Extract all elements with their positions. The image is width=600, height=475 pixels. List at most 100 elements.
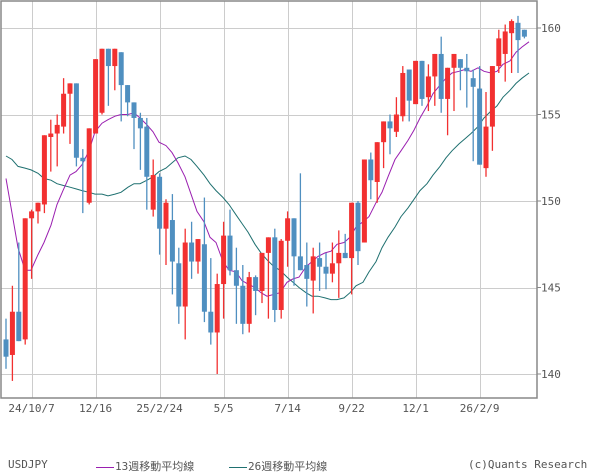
- candle-body: [105, 48, 111, 67]
- candle-down: [208, 258, 214, 345]
- candlestick-chart: 140 145 150 155 160 24/10/7 12/16 25/2/24 5/5 7/…: [0, 0, 561, 415]
- candle-body: [54, 124, 60, 134]
- candle-body: [336, 252, 342, 264]
- candle-body: [163, 202, 169, 229]
- candle-body: [9, 311, 15, 355]
- candle-body: [3, 339, 9, 357]
- candle-body: [259, 252, 265, 291]
- candle-down: [457, 59, 463, 91]
- candle-up: [221, 221, 227, 319]
- candle-down: [406, 69, 412, 122]
- candle-up: [489, 66, 495, 151]
- candle-body: [400, 72, 406, 117]
- candle-down: [323, 252, 329, 290]
- candle-body: [48, 133, 54, 137]
- candle-body: [496, 38, 502, 67]
- copyright: (c)Quants Research: [468, 458, 588, 471]
- y-tick-label: 140: [541, 368, 561, 381]
- candle-down: [240, 265, 246, 335]
- y-tick-label: 150: [541, 195, 561, 208]
- candle-down: [521, 29, 527, 39]
- candle-up: [310, 247, 316, 314]
- candle-body: [61, 93, 67, 127]
- y-tick-label: 155: [541, 109, 561, 122]
- candle-up: [329, 242, 335, 283]
- candle-down: [16, 242, 22, 342]
- candle-body: [355, 202, 361, 252]
- candle-body: [246, 277, 252, 324]
- candle-up: [381, 121, 387, 169]
- candle-down: [3, 318, 9, 369]
- candle-up: [246, 271, 252, 333]
- ma13-legend-label: 13週移動平均線: [115, 460, 195, 473]
- candle-body: [310, 256, 316, 281]
- candle-up: [61, 78, 67, 134]
- candle-up: [425, 64, 431, 112]
- candle-body: [457, 59, 463, 68]
- x-tick-label: 26/2/9: [460, 402, 500, 415]
- candle-body: [323, 266, 329, 274]
- candle-body: [201, 244, 207, 312]
- candle-body: [253, 277, 259, 291]
- candle-body: [361, 159, 367, 243]
- candle-body: [304, 265, 310, 279]
- legend-ma26: 26週移動平均線: [229, 458, 327, 474]
- candle-body: [16, 311, 22, 342]
- candle-body: [176, 263, 182, 307]
- candle-body: [297, 256, 303, 271]
- y-axis: 140 145 150 155 160: [537, 22, 561, 381]
- candle-body: [144, 126, 150, 177]
- candle-body: [150, 175, 156, 210]
- candle-up: [509, 19, 515, 73]
- candle-down: [201, 197, 207, 323]
- candle-body: [521, 29, 527, 37]
- candle-body: [445, 67, 451, 99]
- candle-body: [67, 83, 73, 94]
- candle-body: [272, 237, 278, 310]
- candle-up: [214, 273, 220, 374]
- candle-down: [80, 149, 86, 214]
- candle-down: [291, 218, 297, 286]
- candle-up: [285, 211, 291, 267]
- x-tick-label: 7/14: [274, 402, 301, 415]
- y-tick-label: 160: [541, 22, 561, 35]
- candle-body: [502, 31, 508, 54]
- candle-body: [419, 60, 425, 99]
- candle-body: [285, 218, 291, 241]
- candle-body: [368, 159, 374, 181]
- candle-up: [451, 53, 457, 112]
- candle-body: [342, 252, 348, 259]
- candle-up: [361, 159, 367, 243]
- candle-up: [413, 60, 419, 105]
- candle-down: [297, 173, 303, 271]
- candle-up: [445, 67, 451, 136]
- ma26-legend-label: 26週移動平均線: [248, 460, 328, 473]
- candle-body: [118, 52, 124, 86]
- candle-down: [157, 173, 163, 255]
- candle-body: [86, 128, 92, 203]
- candle-body: [432, 53, 438, 77]
- candle-up: [259, 252, 265, 304]
- candle-body: [208, 311, 214, 333]
- candle-down: [131, 102, 137, 150]
- candle-down: [368, 152, 374, 200]
- ma26-polyline: [5, 72, 530, 301]
- candle-body: [489, 66, 495, 127]
- candle-up: [48, 119, 54, 172]
- candle-up: [29, 209, 35, 279]
- ma13-legend-swatch: [96, 466, 114, 468]
- candle-up: [483, 92, 489, 177]
- candle-body: [317, 258, 323, 267]
- candle-up: [432, 53, 438, 106]
- candle-down: [477, 66, 483, 165]
- candle-body: [438, 53, 444, 99]
- x-axis: 24/10/7 12/16 25/2/24 5/5 7/14 9/22 12/1 26/2/9: [8, 402, 499, 415]
- candle-up: [150, 159, 156, 217]
- candle-body: [240, 285, 246, 324]
- candle-down: [272, 228, 278, 323]
- symbol-label: USDJPY: [8, 458, 48, 471]
- candle-body: [29, 211, 35, 219]
- candle-body: [393, 114, 399, 132]
- candle-down: [189, 221, 195, 279]
- candle-down: [118, 52, 124, 122]
